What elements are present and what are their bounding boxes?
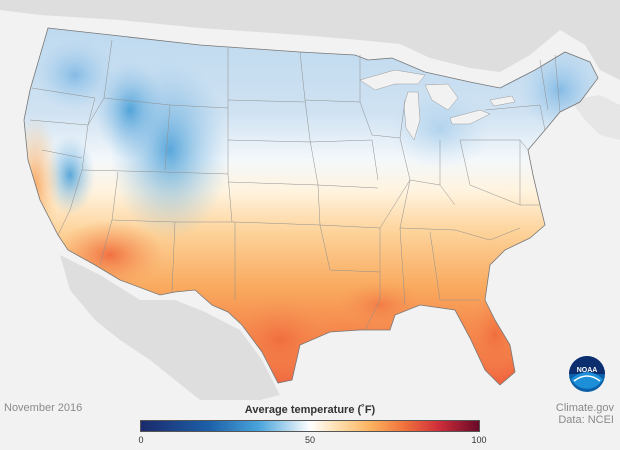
legend-min-label: 0 [138,435,144,445]
legend-title: Average temperature (˚F) [244,404,376,416]
noaa-logo-text: NOAA [577,367,598,374]
credit-source: Climate.gov [555,402,614,414]
noaa-logo-icon: NOAA [569,356,605,392]
us-temperature-surface [24,28,598,385]
neighbor-land [0,0,620,400]
period-label: November 2016 [4,402,83,414]
legend-mid-label: 50 [304,435,316,445]
legend-max-label: 100 [471,435,487,445]
legend-color-bar [140,420,480,432]
credit-data: Data: NCEI [558,414,614,426]
state-boundaries [23,27,599,386]
great-lakes [359,69,516,141]
credit: Climate.gov Data: NCEI [556,402,614,426]
